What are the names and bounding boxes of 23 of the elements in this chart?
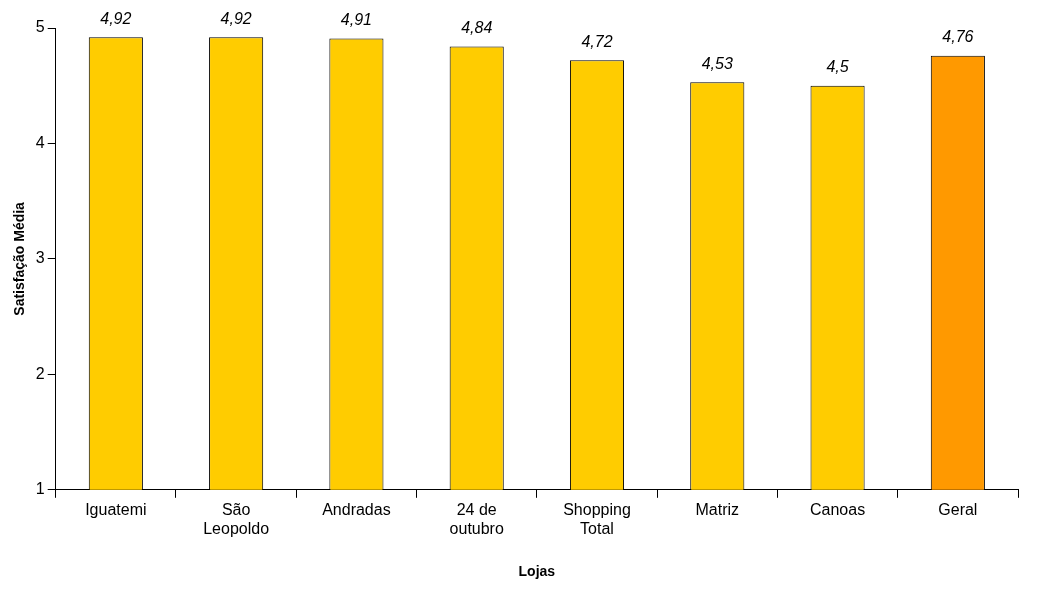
data-label: 4,92 bbox=[100, 9, 132, 27]
x-tick-label: 24 de outubro bbox=[449, 500, 504, 538]
x-tick-label: Andradas bbox=[322, 500, 391, 518]
y-tick-label: 3 bbox=[35, 249, 45, 267]
data-label: 4,91 bbox=[340, 10, 372, 28]
x-tick-label: Iguatemi bbox=[85, 500, 147, 518]
data-label: 4,92 bbox=[220, 9, 252, 27]
y-axis-title: Satisfação Média bbox=[11, 201, 28, 316]
data-label: 4,72 bbox=[581, 32, 613, 50]
x-tick-label: Geral bbox=[938, 500, 978, 518]
data-label: 4,53 bbox=[701, 54, 733, 72]
y-tick-label: 1 bbox=[35, 480, 45, 498]
y-tick-label: 5 bbox=[35, 18, 45, 36]
data-label: 4,84 bbox=[461, 18, 493, 36]
x-tick-label: São Leopoldo bbox=[203, 500, 270, 538]
y-tick-label: 4 bbox=[35, 133, 45, 151]
x-tick-label: Shopping Total bbox=[563, 500, 631, 538]
x-axis-title: Lojas bbox=[518, 563, 556, 580]
data-label: 4,76 bbox=[942, 28, 974, 46]
data-label: 4,5 bbox=[826, 58, 849, 76]
x-tick-label: Matriz bbox=[695, 500, 740, 518]
x-tick-label: Canoas bbox=[809, 500, 866, 518]
y-tick-label: 2 bbox=[35, 364, 45, 382]
